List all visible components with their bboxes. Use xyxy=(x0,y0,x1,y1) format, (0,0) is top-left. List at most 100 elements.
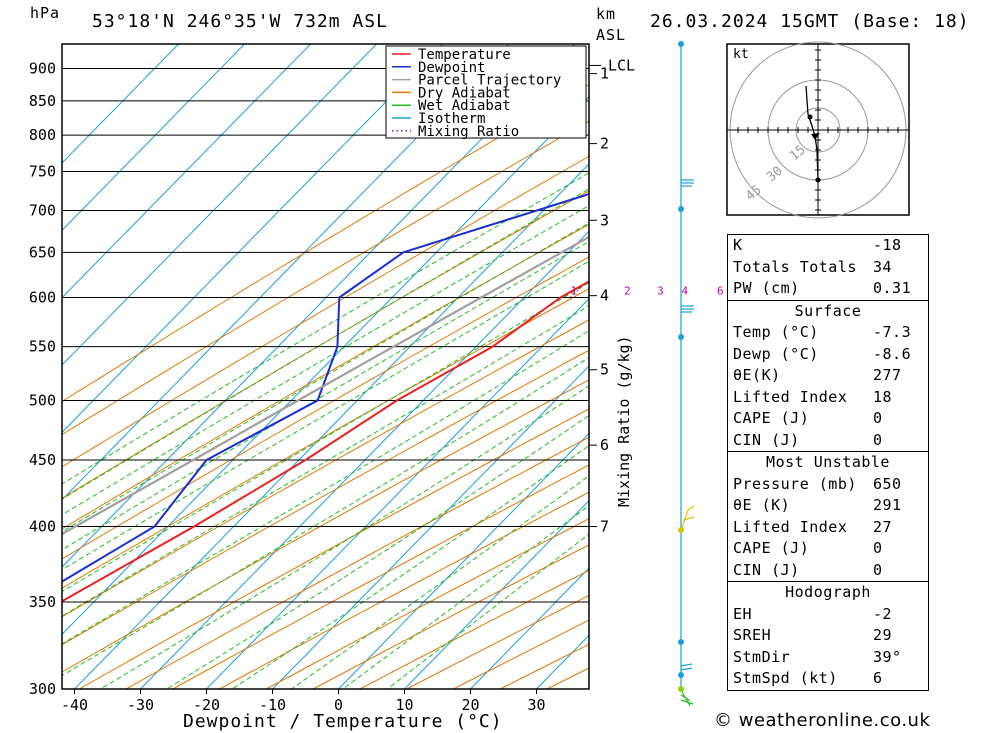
pressure-tick-label: 500 xyxy=(29,392,56,410)
x-axis-label: Dewpoint / Temperature (°C) xyxy=(183,711,503,732)
index-row: CIN (J) 0 xyxy=(733,430,883,449)
km-tick-label: 7 xyxy=(600,518,609,536)
hpa-label: hPa xyxy=(30,4,61,22)
pressure-tick-label: 900 xyxy=(29,60,56,78)
legend-label: Dewpoint xyxy=(418,60,485,76)
dry-adiabat-line xyxy=(62,379,589,673)
dry-adiabat-line xyxy=(125,436,589,689)
isotherm-line xyxy=(62,44,245,232)
index-row: Lifted Index 27 xyxy=(733,517,893,536)
isotherm-line xyxy=(338,432,589,689)
pressure-tick-label: 400 xyxy=(29,518,56,536)
x-tick-label: 10 xyxy=(395,696,413,714)
wet-adiabat-line xyxy=(62,356,589,677)
index-row: PW (cm) 0.31 xyxy=(733,279,912,297)
dry-adiabat-line xyxy=(62,120,589,436)
x-tick-label: 30 xyxy=(527,696,545,714)
wet-adiabat-line xyxy=(100,385,589,689)
asl-label: ASL xyxy=(596,26,627,44)
legend-label: Wet Adiabat xyxy=(418,98,511,114)
plot-frame xyxy=(61,43,590,690)
dry-adiabat-line xyxy=(62,190,589,499)
isotherm-line xyxy=(62,44,575,568)
location-title: 53°18'N 246°35'W 732m ASL xyxy=(92,11,388,32)
dry-adiabat-line xyxy=(62,349,589,646)
dry-adiabat-line xyxy=(219,491,589,689)
indices-panel: K -18 Totals Totals 34 PW (cm) 0.31 Surface… xyxy=(727,234,929,691)
dry-adiabat-line xyxy=(172,464,589,689)
legend-label: Mixing Ratio xyxy=(418,124,519,140)
pressure-tick-label: 650 xyxy=(29,243,56,261)
mixing-ratio-axis-label: Mixing Ratio (g/kg) xyxy=(615,335,633,507)
pressure-tick-label: 300 xyxy=(29,680,56,698)
km-tick-label: 2 xyxy=(600,135,609,153)
x-tick-label: -40 xyxy=(61,696,88,714)
mixing-ratio-label: 3 xyxy=(657,285,664,298)
km-tick-label: 6 xyxy=(600,436,609,454)
index-row: StmSpd (kt) 6 xyxy=(733,669,883,687)
x-tick-label: -20 xyxy=(193,696,220,714)
pressure-tick-label: 600 xyxy=(29,289,56,307)
pressure-tick-label: 750 xyxy=(29,163,56,181)
x-tick-label: 0 xyxy=(334,696,343,714)
index-row: CAPE (J) 0 xyxy=(733,409,883,427)
x-tick-label: -10 xyxy=(259,696,286,714)
index-row: StmDir 39° xyxy=(733,647,902,666)
wet-adiabat-line xyxy=(231,445,589,689)
pressure-tick-label: 550 xyxy=(29,338,56,356)
x-tick-label: -30 xyxy=(127,696,154,714)
profile-line-dewpoint xyxy=(62,193,589,583)
km-label: km xyxy=(596,5,617,23)
index-row: Lifted Index 18 xyxy=(733,387,893,406)
index-row: Pressure (mb) 650 xyxy=(733,474,902,493)
pressure-tick-label: 700 xyxy=(29,201,56,219)
index-row: Totals Totals 34 xyxy=(733,257,893,276)
isotherm-line xyxy=(62,44,311,299)
isotherm-line xyxy=(62,44,443,434)
index-row: EH -2 xyxy=(733,604,893,623)
hodograph-unit-label: kt xyxy=(733,47,749,62)
wet-adiabat-line xyxy=(291,475,589,689)
mixing-ratio-label: 6 xyxy=(717,285,724,298)
surface-section-title: Surface xyxy=(728,299,928,323)
mixing-ratio-label: 2 xyxy=(624,285,631,298)
index-row: Temp (°C) -7.3 xyxy=(733,323,912,341)
index-row: θE (K) 291 xyxy=(733,496,902,514)
isotherm-line xyxy=(206,297,589,689)
lcl-label: LCL xyxy=(608,56,635,74)
legend-label: Temperature xyxy=(418,47,511,63)
x-tick-label: 20 xyxy=(461,696,479,714)
profile-line-parcel-trajectory xyxy=(62,235,589,536)
dry-adiabat-line xyxy=(78,408,589,689)
index-row: Dewp (°C) -8.6 xyxy=(733,344,912,363)
index-row: SREH 29 xyxy=(733,626,893,644)
index-row: CAPE (J) 0 xyxy=(733,539,883,557)
hodograph-section-title: Hodograph xyxy=(728,581,928,604)
mixing-ratio-label: 1 xyxy=(571,285,578,298)
legend-label: Isotherm xyxy=(418,111,485,127)
pressure-tick-label: 800 xyxy=(29,126,56,144)
pressure-tick-label: 450 xyxy=(29,451,56,469)
pressure-tick-label: 350 xyxy=(29,593,56,611)
dry-adiabat-line xyxy=(62,155,589,468)
km-tick-label: 1 xyxy=(600,65,609,83)
legend-label: Parcel Trajectory xyxy=(418,73,561,89)
km-tick-label: 3 xyxy=(600,211,609,229)
index-row: K -18 xyxy=(733,236,902,254)
index-row: CIN (J) 0 xyxy=(733,560,883,579)
pressure-tick-label: 850 xyxy=(29,92,56,110)
profile-line-temperature xyxy=(62,280,589,603)
isotherm-line xyxy=(74,163,589,689)
isotherm-line xyxy=(272,365,589,689)
dry-adiabat-line xyxy=(62,319,589,618)
datetime-title: 26.03.2024 15GMT (Base: 18) xyxy=(650,11,970,32)
hodograph: kt 15 30 45 xyxy=(726,41,910,219)
isotherm-line xyxy=(140,230,589,689)
wind-profile xyxy=(678,41,695,707)
mixing-ratio-label: 4 xyxy=(681,285,688,298)
legend-label: Dry Adiabat xyxy=(418,85,511,101)
index-row: θE(K) 277 xyxy=(733,366,902,384)
isotherm-line xyxy=(62,44,179,164)
km-tick-label: 5 xyxy=(600,361,609,379)
